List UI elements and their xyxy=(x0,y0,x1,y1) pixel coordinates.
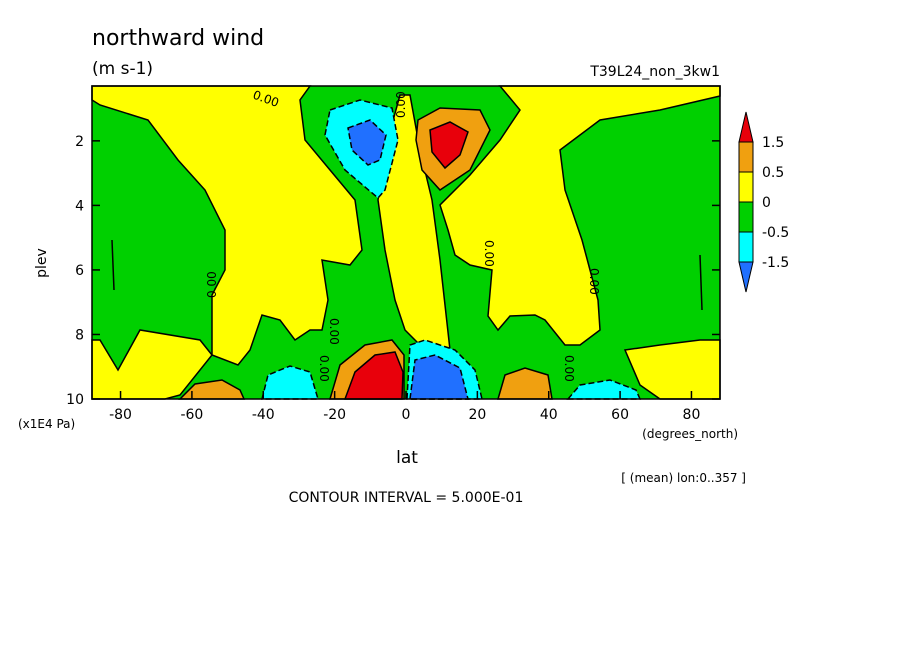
colorbar-label: 1.5 xyxy=(762,135,784,151)
red-upper-north xyxy=(429,121,469,170)
yellow-band-north xyxy=(439,85,721,346)
colorbar-label: -0.5 xyxy=(762,225,789,241)
cyan-lower-far-north xyxy=(566,379,642,400)
x-tick-label: -60 xyxy=(180,407,203,423)
x-tick-label: 80 xyxy=(683,407,701,423)
x-axis-label: lat xyxy=(396,448,418,468)
contour-interval: CONTOUR INTERVAL = 5.000E-01 xyxy=(289,490,524,506)
run-label: T39L24_non_3kw1 xyxy=(589,64,720,80)
colorbar-swatch-orange xyxy=(738,141,754,173)
y-axis-label: plev xyxy=(34,248,50,278)
contour-island-north xyxy=(699,254,703,311)
colorbar-top-arrow xyxy=(738,111,754,143)
contour-label: 0.00 xyxy=(205,271,219,298)
chart-units: (m s-1) xyxy=(92,59,153,79)
contour-label: 0.00 xyxy=(394,91,408,118)
y-units: (x1E4 Pa) xyxy=(18,417,75,431)
colorbar-label: 0.5 xyxy=(762,165,784,181)
contour-label: 0.00 xyxy=(482,240,496,267)
contour-label: 0.00 xyxy=(562,355,576,382)
y-tick-label: 4 xyxy=(75,198,84,214)
contour-label: 0.00 xyxy=(317,355,331,382)
blue-upper-south xyxy=(347,119,387,166)
y-axis: 2 4 6 8 10 xyxy=(66,134,720,408)
y-tick-label: 10 xyxy=(66,392,84,408)
x-units: (degrees_north) xyxy=(642,427,738,441)
colorbar-label: -1.5 xyxy=(762,255,789,271)
x-axis: -80 -60 -40 -20 0 20 40 60 80 xyxy=(109,391,700,423)
x-tick-label: 20 xyxy=(468,407,486,423)
contour-island-south xyxy=(111,239,115,291)
x-tick-label: 40 xyxy=(540,407,558,423)
colorbar: 1.5 0.5 0 -0.5 -1.5 xyxy=(738,111,789,293)
x-tick-label: -80 xyxy=(109,407,132,423)
contour-label: 0.00 xyxy=(327,318,341,345)
contour-plot: 0.00 0.00 0.00 0.00 0.00 0.00 0.00 0.00 xyxy=(91,85,721,400)
x-tick-label: -40 xyxy=(252,407,275,423)
colorbar-swatch-cyan xyxy=(738,231,754,263)
colorbar-swatch-yellow xyxy=(738,171,754,203)
colorbar-bottom-arrow xyxy=(738,261,754,293)
mean-note: [ (mean) lon:0..357 ] xyxy=(621,471,746,485)
x-tick-label: 60 xyxy=(611,407,629,423)
cyan-lower-south xyxy=(261,365,320,400)
colorbar-swatch-green xyxy=(738,201,754,233)
x-tick-label: 0 xyxy=(402,407,411,423)
y-tick-label: 2 xyxy=(75,134,84,150)
x-tick-label: -20 xyxy=(323,407,346,423)
colorbar-label: 0 xyxy=(762,195,771,211)
yellow-band-south xyxy=(91,85,363,366)
contour-label: 0.00 xyxy=(587,268,601,295)
y-tick-label: 6 xyxy=(75,263,84,279)
y-tick-label: 8 xyxy=(75,327,84,343)
chart-title: northward wind xyxy=(92,26,264,51)
